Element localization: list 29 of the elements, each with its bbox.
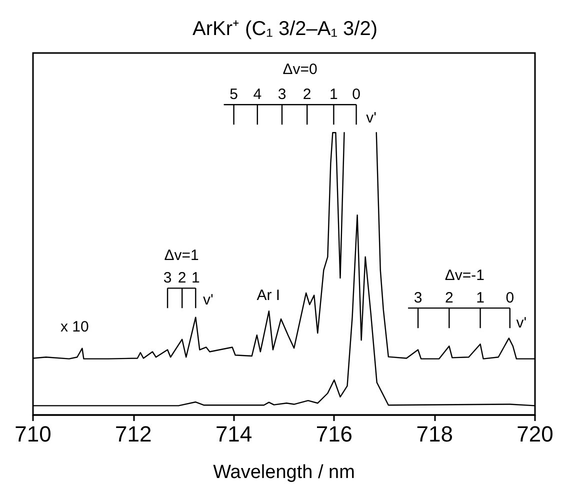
annotation: 2 [444, 290, 454, 307]
text: 5 [230, 86, 238, 104]
x-tick-label: 716 [316, 422, 353, 446]
annotation: v' [516, 314, 527, 332]
x-tick-label: 710 [14, 422, 52, 446]
chart-title: ArKr⁺ (C₁ 3/2–A₁ 3/2) [192, 18, 378, 40]
x-axis-title: Wavelength / nm [213, 462, 355, 483]
text: Δv=0 [282, 61, 318, 78]
annotation: Ar I [256, 287, 280, 304]
annotation: x 10 [60, 318, 89, 336]
annotation: Δv=-1 [444, 267, 485, 284]
x-tick-label: 712 [115, 422, 152, 446]
text: 1 [330, 86, 338, 104]
annotation: 1 [191, 270, 200, 287]
text: 2 [302, 86, 312, 104]
annotation: 3 [163, 270, 172, 287]
annotation: 2 [178, 270, 186, 287]
annotation: 3 [414, 290, 422, 307]
text: 0 [352, 86, 360, 104]
x-tick-label: 720 [516, 422, 554, 446]
annotation: v' [203, 291, 214, 308]
annotation: Δv=1 [164, 247, 199, 264]
text: v' [366, 110, 377, 127]
x-tick-label: 718 [416, 422, 453, 446]
text: 3 [278, 86, 286, 104]
x-tick-label: 714 [215, 422, 252, 446]
text: 4 [253, 86, 262, 104]
annotation: 0 [506, 290, 514, 307]
annotation: 1 [476, 290, 484, 307]
